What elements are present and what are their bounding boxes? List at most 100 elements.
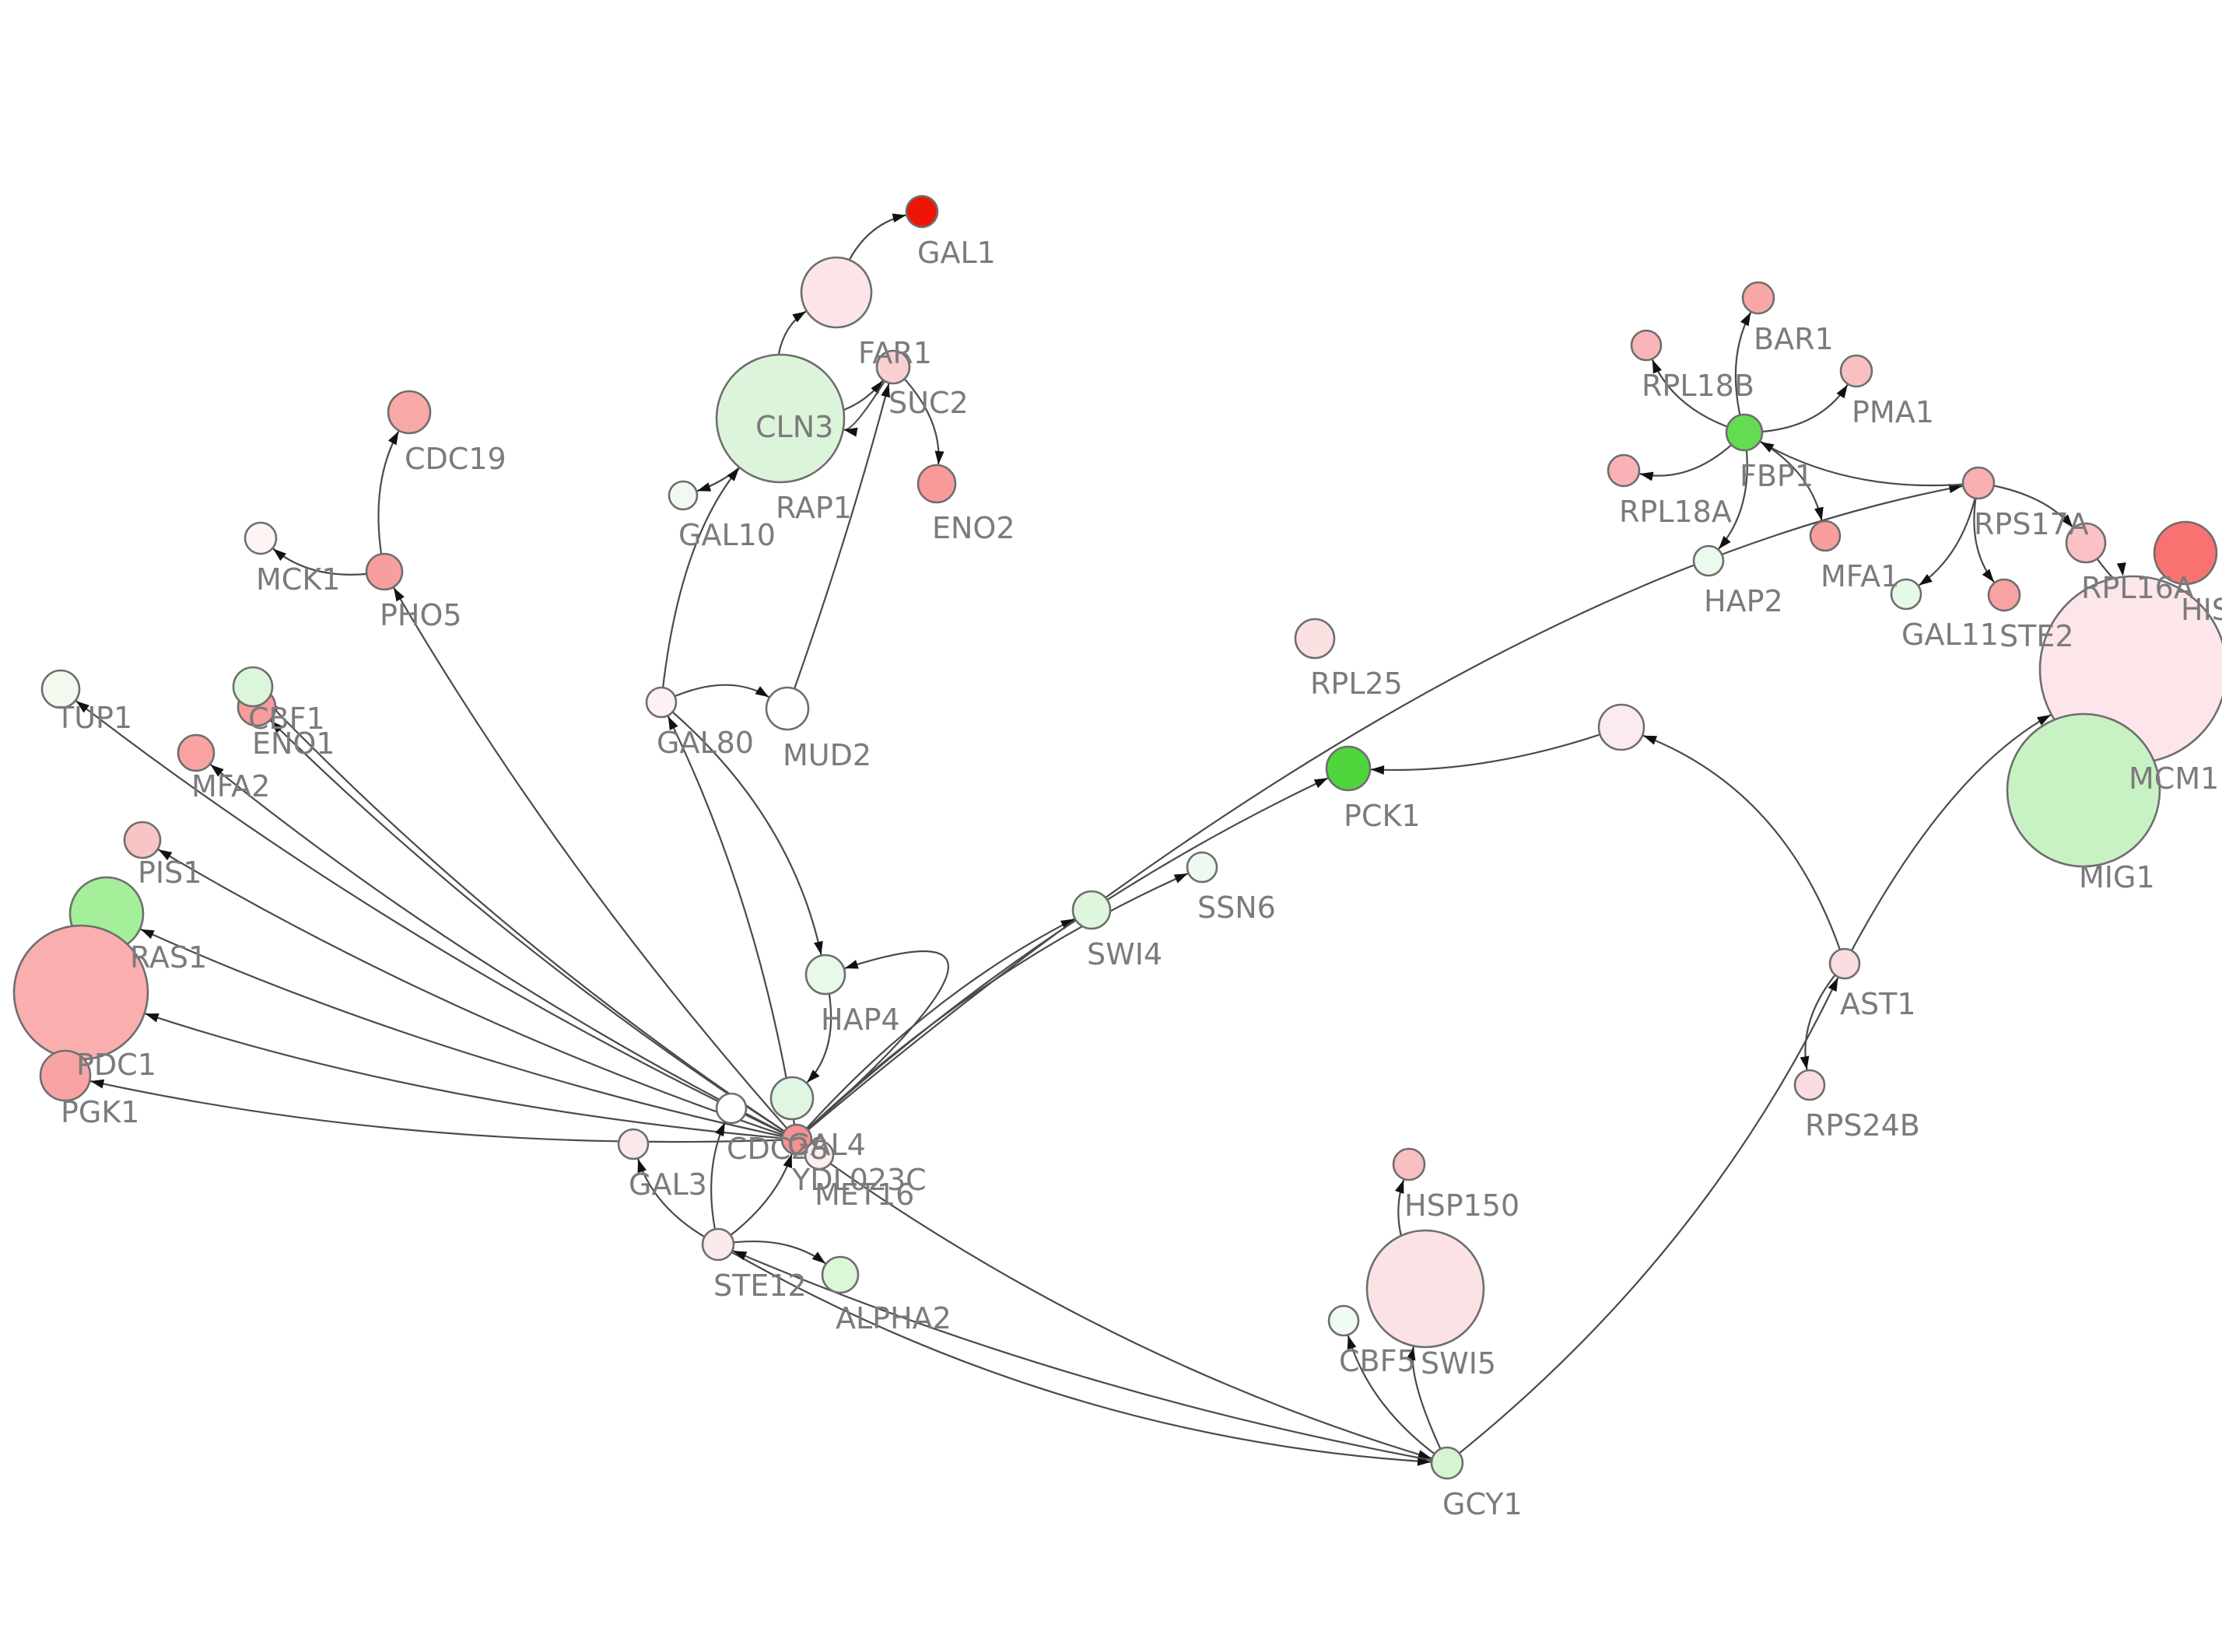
node-label-gal1: GAL1: [917, 236, 996, 270]
node-ydl023c[interactable]: [780, 1123, 813, 1156]
node-gal80[interactable]: [645, 686, 678, 719]
node-bar1[interactable]: [1741, 281, 1775, 315]
node-far1[interactable]: [800, 256, 873, 329]
edge-ydl023c-tup1[interactable]: [75, 700, 797, 1140]
edge-arrowhead-ydl023c-hap4: [844, 960, 859, 969]
node-label-gal3: GAL3: [629, 1167, 707, 1202]
node-alpha2[interactable]: [821, 1255, 860, 1294]
edge-line-rps17a-fbp1: [1760, 441, 1979, 487]
edge-ydl023c-hap4[interactable]: [796, 950, 949, 1140]
node-rpl18a[interactable]: [1607, 453, 1641, 488]
node-met16[interactable]: [804, 1139, 835, 1171]
edge-ydl023c-ssn6[interactable]: [796, 873, 1189, 1140]
node-pdc1[interactable]: [12, 924, 149, 1061]
edge-gcy1-ast1[interactable]: [1446, 977, 1839, 1464]
node-rps24b[interactable]: [1793, 1069, 1826, 1101]
edge-node_x-pck1[interactable]: [1370, 726, 1622, 775]
edge-arrowhead-node_x-pck1: [1370, 765, 1385, 775]
node-his4[interactable]: [2153, 520, 2218, 586]
edge-line-gcy1-swi5: [1411, 1346, 1448, 1464]
edge-ydl023c-pgk1[interactable]: [90, 1079, 797, 1143]
edge-ydl023c-gcy1[interactable]: [796, 1139, 1432, 1460]
edge-ydl023c-cbf1[interactable]: [266, 700, 797, 1140]
node-pho5[interactable]: [365, 552, 404, 591]
node-tup1[interactable]: [40, 669, 81, 709]
node-eno2[interactable]: [916, 464, 957, 504]
node-pck1[interactable]: [1325, 745, 1372, 792]
node-hsp150[interactable]: [1392, 1147, 1426, 1181]
edge-ast1-mcm1[interactable]: [1844, 714, 2052, 964]
node-ssn6[interactable]: [1186, 851, 1218, 884]
edge-mud2-suc2[interactable]: [786, 383, 890, 709]
edge-rps17a-fbp1[interactable]: [1760, 441, 1979, 487]
node-hap2[interactable]: [1692, 544, 1725, 577]
node-rpl25[interactable]: [1294, 618, 1336, 660]
node-cdc19[interactable]: [387, 390, 432, 435]
node-mfa1[interactable]: [1809, 520, 1842, 552]
edge-arrowhead-rap1-far1: [792, 311, 806, 323]
edge-line-gal80-mud2: [661, 684, 769, 703]
edge-ydl023c-mfa2[interactable]: [209, 764, 797, 1140]
edge-arrowhead-rap1-gal10: [697, 482, 712, 492]
node-cbf1[interactable]: [232, 666, 274, 708]
edge-ydl023c-ras1[interactable]: [140, 928, 797, 1141]
node-label-rap1: RAP1: [776, 491, 852, 525]
node-swi5[interactable]: [1365, 1229, 1485, 1349]
edge-ast1-node_x[interactable]: [1642, 734, 1846, 964]
node-mfa2[interactable]: [177, 733, 216, 772]
edge-ydl023c-rps17a[interactable]: [796, 484, 1963, 1140]
node-pma1[interactable]: [1839, 354, 1873, 388]
edge-gcy1-cbf5[interactable]: [1347, 1335, 1448, 1464]
node-gal1[interactable]: [905, 194, 939, 229]
edge-arrowhead-rap1-suc2: [871, 380, 883, 394]
edge-gal80-mud2[interactable]: [661, 684, 769, 703]
node-rpl18b[interactable]: [1630, 329, 1663, 362]
node-swi4[interactable]: [1071, 890, 1112, 930]
node-node_x[interactable]: [1597, 703, 1645, 751]
node-rps17a[interactable]: [1961, 466, 1996, 500]
node-fbp1[interactable]: [1725, 413, 1764, 452]
edge-gcy1-swi5[interactable]: [1406, 1346, 1448, 1464]
node-ste2[interactable]: [1987, 578, 2021, 612]
edge-rps17a-gal11[interactable]: [1918, 482, 1980, 586]
edge-gal80-rap1[interactable]: [660, 467, 740, 703]
node-gal10[interactable]: [668, 480, 699, 511]
node-cdc28[interactable]: [715, 1092, 748, 1125]
edge-line-ydl023c-mfa2: [209, 764, 797, 1140]
node-label-alpha2: ALPHA2: [836, 1301, 952, 1335]
edge-ydl023c-pdc1[interactable]: [145, 1013, 797, 1141]
edge-ydl023c-pis1[interactable]: [158, 849, 797, 1141]
node-label-swi5: SWI5: [1421, 1346, 1496, 1381]
node-pis1[interactable]: [123, 821, 162, 859]
node-cbf5[interactable]: [1327, 1304, 1360, 1337]
node-ste12[interactable]: [701, 1227, 735, 1262]
edge-pho5-cdc19[interactable]: [377, 430, 400, 572]
edge-arrowhead-gal80-rap1: [727, 467, 739, 481]
node-ast1[interactable]: [1828, 947, 1861, 980]
edge-arrowhead-ydl023c-mfa2: [210, 765, 224, 777]
node-mck1[interactable]: [244, 521, 278, 555]
node-gal11[interactable]: [1890, 578, 1922, 611]
edge-arrowhead-suc2-rap1: [843, 427, 858, 437]
edge-ydl023c-pho5[interactable]: [393, 587, 797, 1140]
node-mig1[interactable]: [2006, 712, 2161, 868]
node-rap1[interactable]: [715, 353, 846, 484]
edge-ste12-gal3[interactable]: [637, 1158, 719, 1245]
edge-ydl023c-swi4[interactable]: [796, 918, 1075, 1140]
edge-line-rps17a-gal11: [1918, 482, 1980, 586]
node-hap4[interactable]: [804, 954, 846, 996]
edge-ste12-ydl023c[interactable]: [717, 1153, 793, 1245]
edge-ydl023c-gal80[interactable]: [667, 716, 798, 1140]
edge-gal80-hap4[interactable]: [661, 702, 823, 955]
node-suc2[interactable]: [875, 349, 911, 385]
edge-line-ydl023c-eno1: [270, 719, 797, 1140]
node-gal3[interactable]: [617, 1128, 650, 1160]
node-gcy1[interactable]: [1430, 1446, 1464, 1480]
node-gal4[interactable]: [769, 1076, 815, 1121]
node-pgk1[interactable]: [39, 1049, 92, 1102]
node-rpl16a[interactable]: [2065, 522, 2107, 564]
edge-ydl023c-eno1[interactable]: [270, 719, 797, 1140]
edge-line-gcy1-ast1: [1446, 977, 1839, 1464]
node-mud2[interactable]: [765, 686, 810, 731]
